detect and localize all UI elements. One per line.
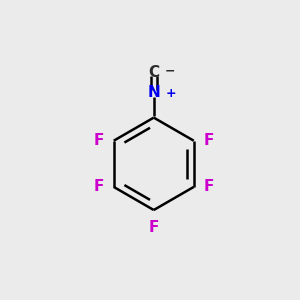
- Text: F: F: [93, 133, 104, 148]
- Text: F: F: [93, 179, 104, 194]
- Text: C: C: [148, 65, 159, 80]
- Text: −: −: [164, 65, 175, 78]
- Text: F: F: [148, 220, 159, 235]
- Text: F: F: [204, 133, 214, 148]
- Text: F: F: [204, 179, 214, 194]
- Text: N: N: [147, 85, 160, 100]
- Text: +: +: [165, 87, 176, 100]
